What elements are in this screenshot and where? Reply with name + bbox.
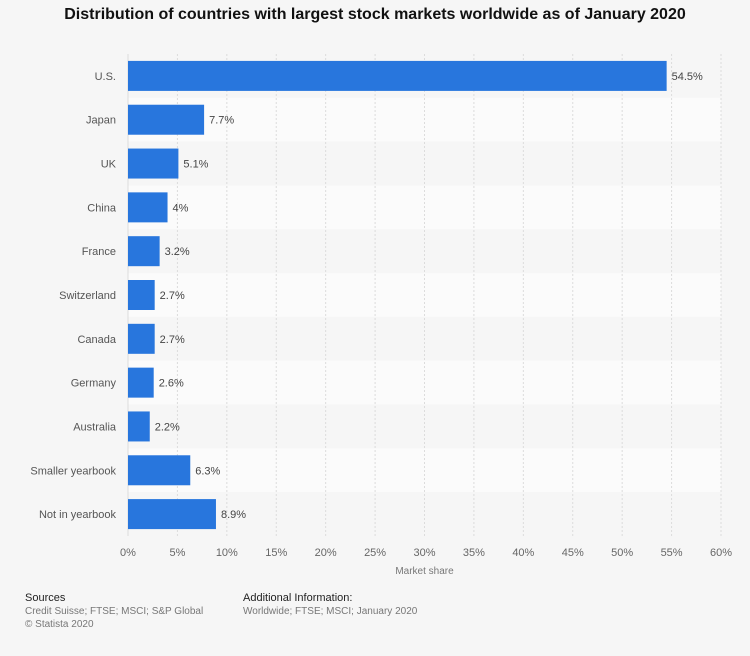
category-label: Smaller yearbook [30, 465, 116, 477]
tick-label: 10% [216, 547, 238, 559]
bar [128, 280, 155, 310]
category-label: Canada [77, 334, 116, 346]
bar [128, 192, 168, 223]
tick-label: 15% [265, 547, 287, 559]
category-label: Switzerland [59, 290, 116, 302]
bar [128, 411, 150, 442]
value-label: 2.6% [159, 378, 184, 390]
sources-heading: Sources [25, 592, 66, 604]
category-label: Australia [73, 421, 117, 433]
tick-label: 5% [169, 547, 185, 559]
bar [128, 455, 191, 486]
sources-block: Sources Credit Suisse; FTSE; MSCI; S&P G… [25, 592, 203, 631]
sources-text: Credit Suisse; FTSE; MSCI; S&P Global [25, 606, 204, 617]
value-label: 2.2% [155, 421, 180, 433]
bar [128, 60, 667, 91]
bar [128, 104, 205, 135]
value-label: 6.3% [195, 465, 220, 477]
tick-label: 55% [661, 547, 683, 559]
value-label: 3.2% [165, 246, 190, 258]
category-label: U.S. [95, 71, 116, 83]
value-label: 2.7% [160, 290, 185, 302]
tick-label: 45% [562, 547, 584, 559]
category-label: UK [101, 159, 117, 171]
tick-label: 60% [710, 547, 732, 559]
value-label: 7.7% [209, 115, 234, 127]
chart-title: Distribution of countries with largest s… [64, 6, 686, 23]
tick-label: 50% [611, 547, 633, 559]
value-label: 54.5% [672, 71, 703, 83]
tick-label: 40% [512, 547, 534, 559]
tick-label: 20% [315, 547, 337, 559]
value-label: 5.1% [183, 159, 208, 171]
copyright-text: © Statista 2020 [25, 619, 94, 630]
bar [128, 323, 155, 354]
category-label: Germany [71, 378, 117, 390]
additional-info-text: Worldwide; FTSE; MSCI; January 2020 [243, 606, 418, 617]
x-axis-title: Market share [395, 566, 454, 577]
tick-label: 35% [463, 547, 485, 559]
bar [128, 236, 160, 267]
category-label: China [87, 202, 117, 214]
tick-label: 30% [413, 547, 435, 559]
bar-chart: U.S. 54.5% Japan 7.7% UK 5.1% China 4% France 3.2… [30, 54, 732, 577]
value-label: 8.9% [221, 509, 246, 521]
tick-label: 25% [364, 547, 386, 559]
bar [128, 148, 179, 179]
additional-info-heading: Additional Information: [243, 592, 353, 604]
value-label: 2.7% [160, 334, 185, 346]
category-label: Not in yearbook [39, 509, 117, 521]
bar [128, 367, 154, 398]
category-label: Japan [86, 115, 116, 127]
value-label: 4% [173, 202, 189, 214]
bar [128, 499, 216, 530]
category-label: France [82, 246, 116, 258]
tick-label: 0% [120, 547, 136, 559]
additional-info-block: Additional Information: Worldwide; FTSE;… [243, 592, 417, 618]
